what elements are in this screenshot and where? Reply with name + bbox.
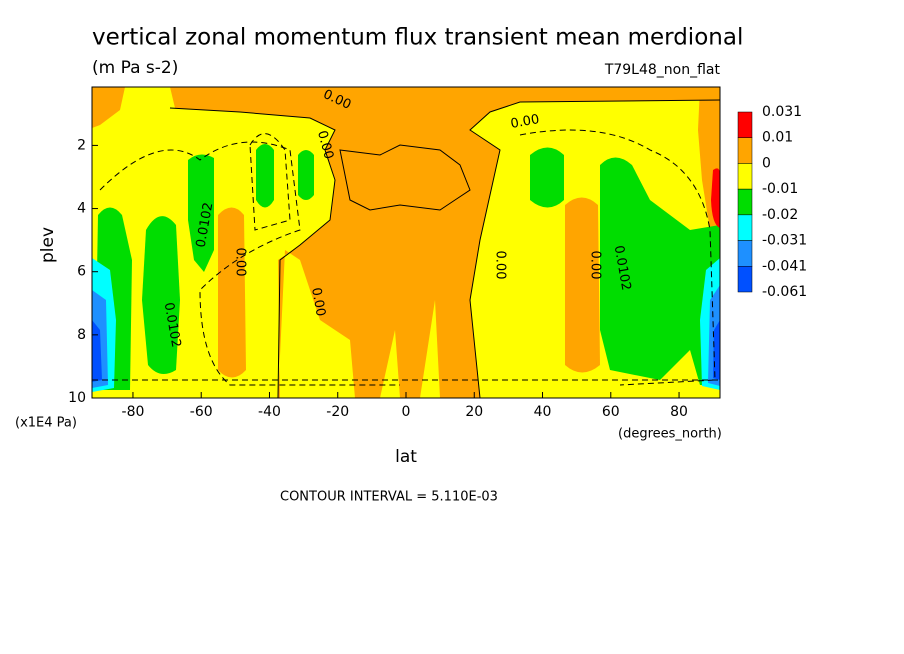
contour-line — [339, 144, 471, 211]
contour-label: 0.00 — [308, 286, 328, 317]
colorbar-label: -0.031 — [762, 233, 807, 249]
annotation: T79L48_non_flat — [604, 62, 721, 78]
x-tick-label: -80 — [122, 404, 145, 420]
colorbar-swatch — [737, 214, 753, 241]
contour-fill — [142, 216, 180, 374]
colorbar-swatch — [737, 240, 753, 267]
contour-fill — [256, 144, 274, 208]
contour-fill — [92, 320, 102, 382]
x-tick-label: -60 — [190, 404, 213, 420]
colorbar-label: -0.061 — [762, 284, 807, 300]
contour-label: 0.00 — [509, 112, 540, 132]
y-tick-label: 10 — [68, 390, 86, 406]
colorbar-label: 0.031 — [762, 104, 802, 120]
contour-label: 0.00 — [314, 129, 336, 161]
x-tick-label: -20 — [326, 404, 349, 420]
colorbar-swatch — [737, 163, 753, 190]
contour-line — [469, 99, 720, 398]
colorbar-swatch — [737, 137, 753, 164]
colorbar-swatch — [737, 266, 753, 293]
contour-fill — [298, 150, 314, 200]
contour-fill — [565, 197, 600, 373]
colorbar-swatch — [737, 188, 753, 216]
chart-title: vertical zonal momentum flux transient m… — [92, 25, 743, 51]
y-tick-label: 4 — [77, 201, 86, 217]
contour-line — [99, 141, 400, 386]
x-tick-label: 0 — [402, 404, 411, 420]
contour-fill — [530, 147, 564, 208]
contour-fill — [711, 168, 720, 228]
y-axis-label: plev — [38, 227, 58, 263]
y-units: (x1E4 Pa) — [15, 416, 77, 431]
contour-line — [169, 107, 336, 398]
colorbar-label: -0.041 — [762, 258, 807, 274]
contour-fill — [218, 207, 246, 378]
contour-line — [249, 133, 291, 231]
chart-subtitle: (m Pa s-2) — [92, 58, 178, 78]
contour-label: 0.00 — [588, 251, 603, 280]
x-axis-label: lat — [395, 447, 417, 467]
contour-label: 0.00 — [493, 251, 508, 280]
x-tick-label: 20 — [465, 404, 483, 420]
contour-interval: CONTOUR INTERVAL = 5.110E-03 — [280, 490, 498, 505]
colorbar-label: 0 — [762, 155, 771, 171]
colorbar-label: -0.02 — [762, 207, 798, 223]
contour-fill — [188, 154, 214, 272]
x-units: (degrees_north) — [618, 427, 722, 442]
x-tick-label: 60 — [602, 404, 620, 420]
y-tick-label: 2 — [77, 137, 86, 153]
y-tick-label: 8 — [77, 327, 86, 343]
contour-label: 0.00 — [233, 248, 248, 277]
plot-area — [92, 87, 720, 398]
x-tick-label: 40 — [534, 404, 552, 420]
contour-line — [519, 129, 716, 386]
colorbar-swatch — [737, 111, 753, 138]
colorbar-label: -0.01 — [762, 181, 798, 197]
contour-fill — [600, 157, 720, 385]
y-tick-label: 6 — [77, 264, 86, 280]
contour-fill — [170, 87, 720, 398]
contour-fill — [92, 87, 125, 128]
x-tick-label: -40 — [258, 404, 281, 420]
x-tick-label: 80 — [670, 404, 688, 420]
colorbar-label: 0.01 — [762, 130, 793, 146]
